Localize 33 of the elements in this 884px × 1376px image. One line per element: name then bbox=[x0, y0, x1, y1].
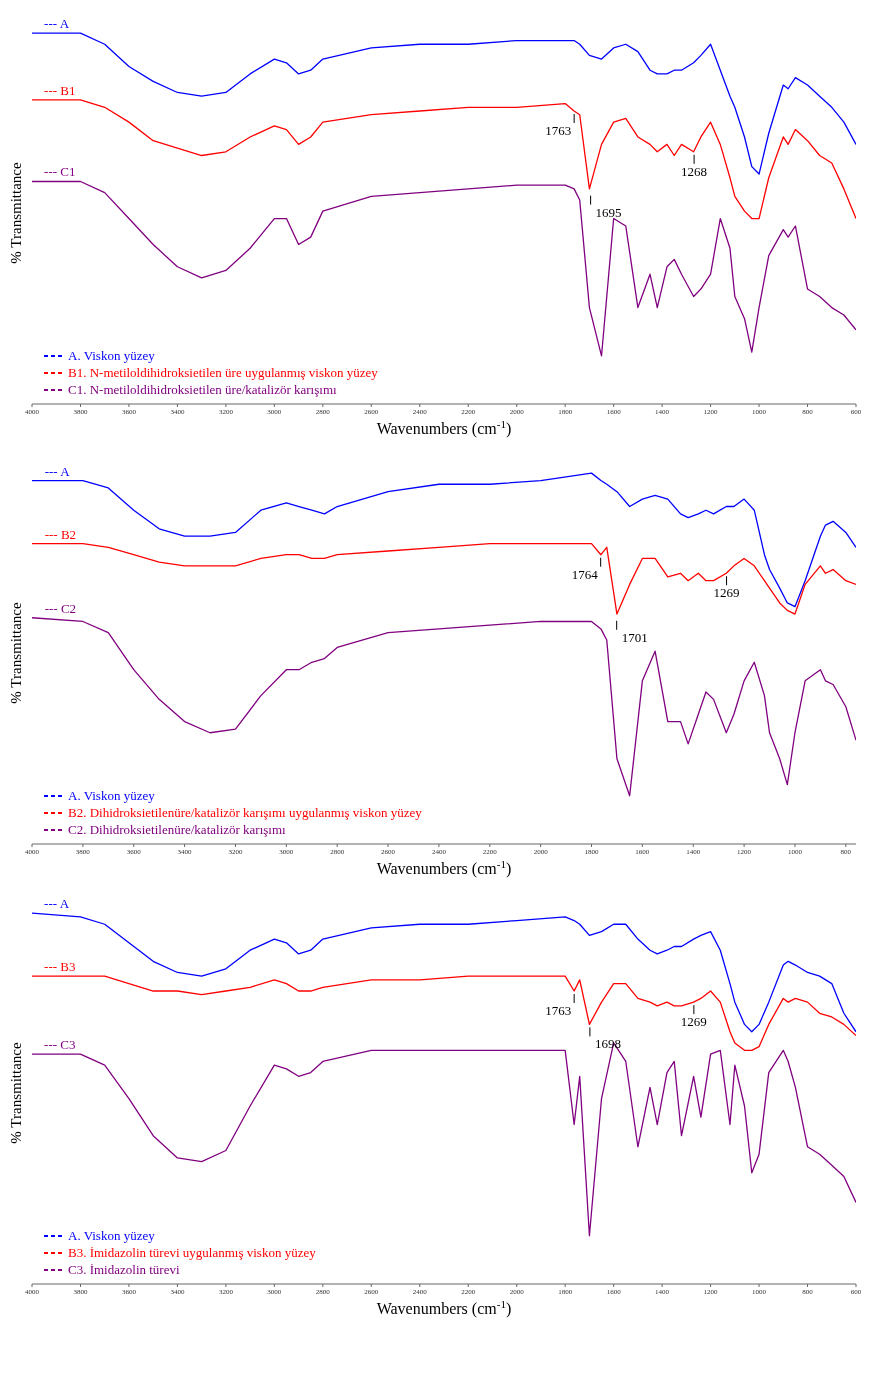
annotation: --- B1 bbox=[44, 82, 76, 98]
annotation: --- C3 bbox=[44, 1037, 76, 1053]
annotation: 1764 bbox=[571, 566, 599, 582]
annotation: 1269 bbox=[680, 1014, 707, 1030]
annotation: --- A bbox=[44, 16, 70, 32]
legend-label: A. Viskon yüzey bbox=[68, 1227, 155, 1244]
annotation: 1695 bbox=[595, 204, 622, 220]
y-axis-title: % Transmittance bbox=[8, 162, 25, 264]
x-axis-title: Wavenumbers (cm$^{-1}$) bbox=[376, 418, 512, 438]
legend-label: B2. Dihidroksietilenüre/katalizör karışımı uygulanmış viskon yüzey bbox=[68, 804, 422, 821]
x-axis-title: Wavenumbers (cm$^{-1}$) bbox=[376, 1298, 512, 1318]
legend-label: A. Viskon yüzey bbox=[68, 787, 155, 804]
x-axis-title: Wavenumbers (cm$^{-1}$) bbox=[376, 858, 512, 878]
y-axis-title: % Transmittance bbox=[8, 602, 25, 704]
annotation: --- A bbox=[44, 463, 71, 479]
legend-label: A. Viskon yüzey bbox=[68, 347, 155, 364]
legend-label: C1. N-metiloldihidroksietilen üre/katalizör karışımı bbox=[68, 381, 337, 398]
legend-label: B3. İmidazolin türevi uygulanmış viskon yüzey bbox=[68, 1244, 316, 1261]
annotation: 1763 bbox=[545, 1003, 572, 1019]
annotation: --- B2 bbox=[44, 526, 77, 542]
annotation: 1763 bbox=[545, 123, 572, 139]
annotation: 1701 bbox=[621, 629, 648, 645]
annotation: --- A bbox=[44, 896, 70, 912]
legend-label: C3. İmidazolin türevi bbox=[68, 1261, 180, 1278]
annotation: 1698 bbox=[594, 1036, 621, 1052]
annotation: 1268 bbox=[681, 163, 708, 179]
annotation: 1269 bbox=[713, 585, 740, 601]
legend-label: C2. Dihidroksietilenüre/katalizör karışımı bbox=[68, 821, 286, 838]
annotation: --- B3 bbox=[44, 959, 76, 975]
annotation: --- C1 bbox=[44, 164, 76, 180]
legend-label: B1. N-metiloldihidroksietilen üre uygulanmış viskon yüzey bbox=[68, 364, 378, 381]
annotation: --- C2 bbox=[44, 600, 77, 616]
y-axis-title: % Transmittance bbox=[8, 1042, 25, 1144]
